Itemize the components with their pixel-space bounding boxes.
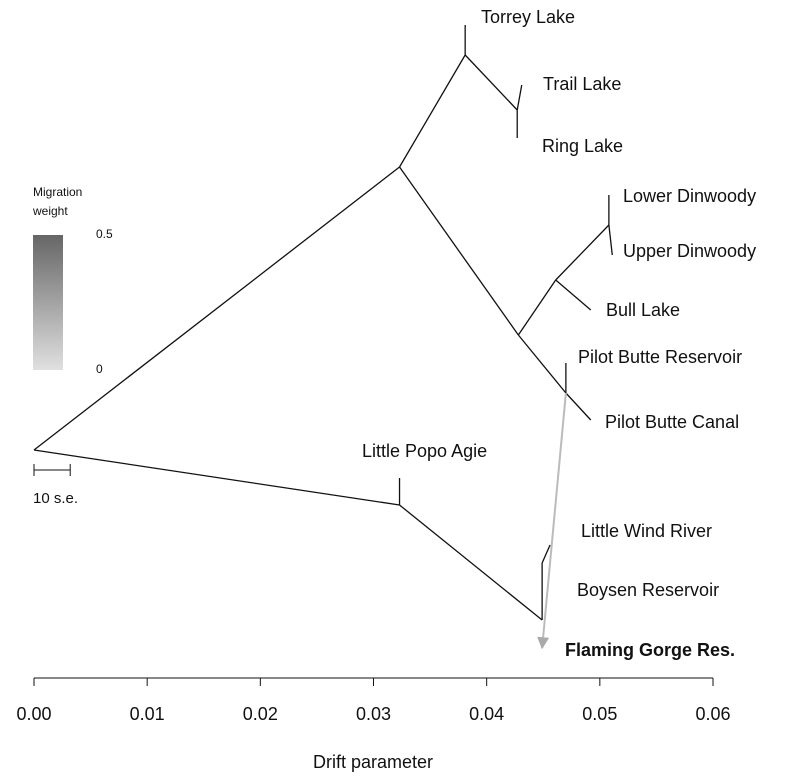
- legend-title: Migration weight: [32, 185, 82, 218]
- x-tick-label: 0.00: [16, 704, 51, 724]
- leaf-label: Torrey Lake: [481, 7, 575, 27]
- tree-edge: [398, 54, 466, 168]
- leaf-label: Pilot Butte Canal: [605, 412, 739, 432]
- x-tick-label: 0.05: [582, 704, 617, 724]
- leaf-label: Lower Dinwoody: [623, 186, 756, 206]
- leaf-label: Flaming Gorge Res.: [565, 640, 735, 660]
- legend-tick-label: 0.5: [96, 227, 113, 241]
- x-tick-label: 0.02: [243, 704, 278, 724]
- tree-edge: [33, 449, 400, 506]
- x-tick-label: 0.03: [356, 704, 391, 724]
- scale-bar-label: 10 s.e.: [33, 490, 78, 507]
- x-tick-label: 0.01: [130, 704, 165, 724]
- leaf-label: Little Popo Agie: [362, 441, 487, 461]
- leaf-label: Trail Lake: [543, 74, 621, 94]
- tree-edge: [516, 84, 523, 111]
- tree-edge: [464, 54, 518, 111]
- leaf-label: Bull Lake: [606, 300, 680, 320]
- tree-edge: [565, 392, 592, 421]
- leaf-label: Ring Lake: [542, 136, 623, 156]
- leaf-label: Upper Dinwoody: [623, 241, 756, 261]
- tree-edge: [517, 279, 557, 336]
- tree-edge: [555, 279, 592, 311]
- legend-tick-label: 0: [96, 362, 103, 376]
- tree-edge: [399, 504, 543, 621]
- leaf-label: Little Wind River: [581, 521, 712, 541]
- tree-edge: [398, 166, 519, 336]
- tree-edge: [555, 224, 610, 281]
- migration-arrow: [537, 392, 567, 650]
- leaf-label: Pilot Butte Reservoir: [578, 347, 742, 367]
- x-tick-label: 0.06: [695, 704, 730, 724]
- tree-edge: [517, 334, 567, 394]
- tree-edge: [33, 166, 400, 451]
- x-axis-label: Drift parameter: [313, 752, 433, 772]
- tree-edge: [608, 224, 613, 256]
- x-tick-label: 0.04: [469, 704, 504, 724]
- leaf-label: Boysen Reservoir: [577, 580, 719, 600]
- tree-edge: [541, 544, 551, 564]
- migration-gradient: [33, 235, 63, 370]
